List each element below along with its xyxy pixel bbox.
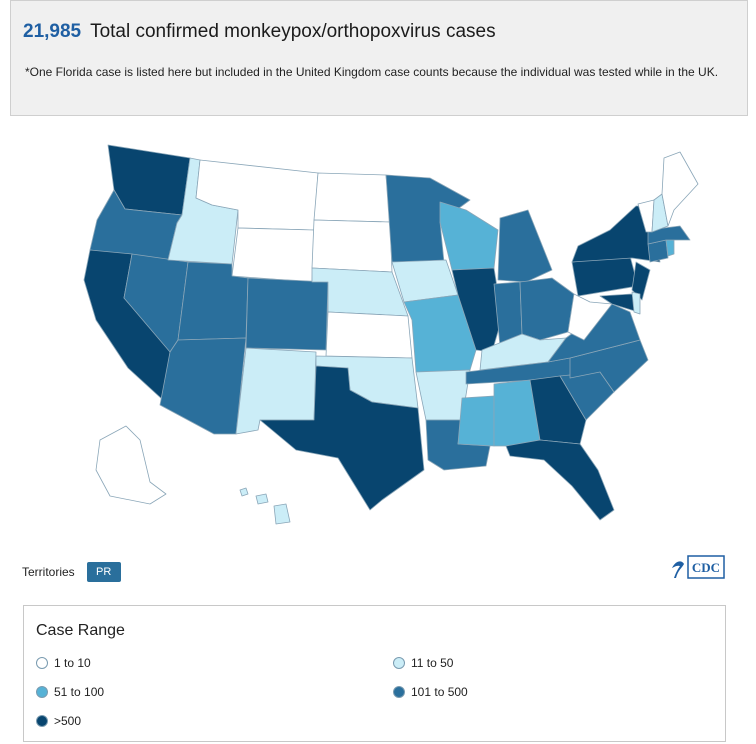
state-florida[interactable] xyxy=(505,439,615,521)
legend-swatch xyxy=(393,657,405,669)
legend-title: Case Range xyxy=(36,622,125,639)
us-choropleth-map xyxy=(83,144,699,525)
state-wisconsin[interactable] xyxy=(439,201,499,271)
state-colorado[interactable] xyxy=(245,277,329,351)
state-texas[interactable] xyxy=(259,365,425,511)
state-hawaii[interactable] xyxy=(239,487,291,525)
state-massachusetts[interactable] xyxy=(647,225,691,245)
legend-label: 11 to 50 xyxy=(411,656,454,670)
state-georgia[interactable] xyxy=(529,375,587,445)
state-kansas[interactable] xyxy=(325,311,413,359)
state-alaska[interactable] xyxy=(95,425,167,505)
legend-item-101-to-500: 101 to 500 xyxy=(393,685,468,699)
territories-row: Territories PR xyxy=(22,562,121,582)
legend-swatch xyxy=(36,657,48,669)
legend-swatch xyxy=(36,715,48,727)
state-south-dakota[interactable] xyxy=(311,219,393,273)
state-arizona[interactable] xyxy=(159,337,247,435)
state-pennsylvania[interactable] xyxy=(571,255,639,297)
case-range-legend: Case Range 1 to 10 11 to 50 51 to 100 10… xyxy=(23,605,726,742)
state-west-virginia[interactable] xyxy=(567,293,613,341)
state-mississippi[interactable] xyxy=(457,395,495,447)
legend-item-51-to-100: 51 to 100 xyxy=(36,685,104,699)
territories-label: Territories xyxy=(22,565,75,579)
state-ohio[interactable] xyxy=(519,277,575,341)
total-cases-count: 21,985 xyxy=(23,21,82,42)
legend-label: >500 xyxy=(54,714,82,728)
total-cases-label: Total confirmed monkeypox/orthopoxvirus … xyxy=(90,21,496,42)
cdc-logo-text: CDC xyxy=(692,560,720,575)
state-maine[interactable] xyxy=(661,151,699,227)
summary-panel: 21,985 Total confirmed monkeypox/orthopo… xyxy=(10,0,748,116)
legend-item-1-to-10: 1 to 10 xyxy=(36,656,91,670)
state-wyoming[interactable] xyxy=(231,227,315,283)
legend-swatch xyxy=(393,686,405,698)
state-north-dakota[interactable] xyxy=(313,172,391,223)
legend-item-11-to-50: 11 to 50 xyxy=(393,656,453,670)
cdc-logo: CDC xyxy=(672,555,725,579)
pr-territory-button[interactable]: PR xyxy=(86,562,121,582)
state-new-jersey[interactable] xyxy=(631,261,651,301)
footnote: *One Florida case is listed here but inc… xyxy=(25,65,719,79)
legend-label: 101 to 500 xyxy=(411,685,468,699)
legend-label: 51 to 100 xyxy=(54,685,105,699)
total-cases-heading: 21,985 Total confirmed monkeypox/orthopo… xyxy=(23,21,496,43)
legend-label: 1 to 10 xyxy=(54,656,91,670)
legend-item-over-500: >500 xyxy=(36,714,81,728)
state-michigan[interactable] xyxy=(497,209,553,283)
legend-swatch xyxy=(36,686,48,698)
state-iowa[interactable] xyxy=(391,259,459,303)
state-delaware[interactable] xyxy=(631,291,641,315)
